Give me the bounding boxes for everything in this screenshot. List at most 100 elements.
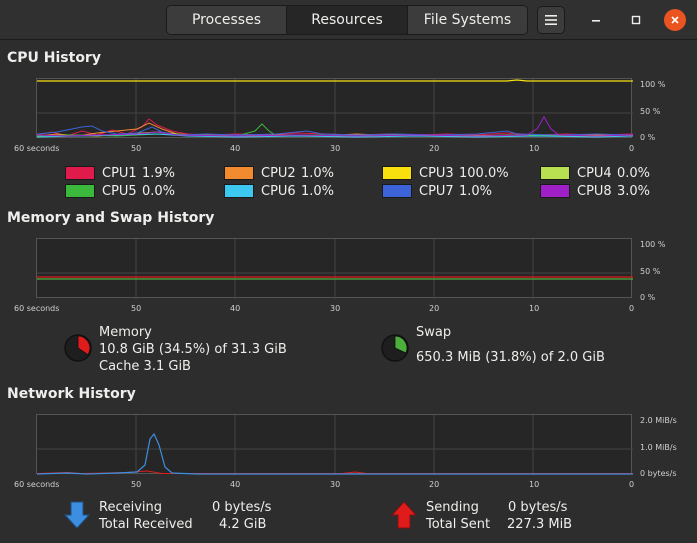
network-y-tick-1mib: 1.0 MiB/s [640,443,677,452]
cpu2-color-button[interactable] [224,166,254,180]
cpu8-label: CPU8 [577,183,612,199]
memory-x-tick-10: 10 [529,304,540,313]
memory-x-tick-50: 50 [131,304,142,313]
cpu8-color-button[interactable] [540,184,570,198]
cpu8-legend: CPU8 3.0% [540,183,650,199]
swap-usage: 650.3 MiB (31.8%) of 2.0 GiB [416,350,605,365]
cpu7-color-button[interactable] [382,184,412,198]
memory-history-title: Memory and Swap History [7,210,215,226]
tab-processes[interactable]: Processes [167,6,287,34]
cpu4-label: CPU4 [577,165,612,181]
cpu5-color-button[interactable] [65,184,95,198]
minimize-icon [592,20,600,22]
cpu1-line [37,118,633,137]
memory-x-tick-40: 40 [230,304,241,313]
total-sent-label: Total Sent [426,517,491,532]
hamburger-icon [545,15,557,25]
cpu5-label: CPU5 [102,183,137,199]
memory-y-tick-50: 50 % [640,267,661,276]
cpu4-color-button[interactable] [540,166,570,180]
network-y-tick-2mib: 2.0 MiB/s [640,416,677,425]
sending-label: Sending [426,500,479,515]
cpu7-legend: CPU7 1.0% [382,183,493,199]
receiving-value: 0 bytes/s [212,500,272,515]
cpu6-color-button[interactable] [224,184,254,198]
network-history-plot [37,415,633,475]
cpu7-value: 1.0% [459,183,493,199]
swap-pie-chart[interactable] [380,333,410,363]
sending-value: 0 bytes/s [508,500,568,515]
memory-y-tick-0: 0 % [640,293,656,302]
cpu-x-tick-50: 50 [131,144,142,153]
cpu-history-plot [37,79,633,139]
cpu6-legend: CPU6 1.0% [224,183,335,199]
memory-y-tick-100: 100 % [640,240,666,249]
cpu1-value: 1.9% [142,165,176,181]
tab-resources[interactable]: Resources [287,6,408,34]
network-history-title: Network History [7,386,136,402]
network-y-tick-0: 0 bytes/s [640,469,677,478]
network-x-tick-30: 30 [330,480,341,489]
receiving-line [37,432,633,475]
cpu2-value: 1.0% [301,165,335,181]
sending-arrow-icon[interactable] [391,501,417,529]
cpu1-label: CPU1 [102,165,137,181]
cpu6-label: CPU6 [261,183,296,199]
cpu-x-tick-60: 60 seconds [14,144,60,153]
memory-pie-chart[interactable] [63,333,93,363]
cpu3-value: 100.0% [459,165,509,181]
memory-history-graph [36,238,633,299]
cpu2-label: CPU2 [261,165,296,181]
cpu-y-tick-100: 100 % [640,80,666,89]
memory-cache: Cache 3.1 GiB [99,359,191,374]
cpu2-legend: CPU2 1.0% [224,165,335,181]
cpu-y-tick-50: 50 % [640,107,661,116]
cpu8-line [37,116,633,137]
tab-file-systems[interactable]: File Systems [408,6,527,34]
memory-label: Memory [99,325,152,340]
header-bar: Processes Resources File Systems [0,0,697,40]
network-x-tick-10: 10 [529,480,540,489]
cpu-x-tick-0: 0 [629,144,635,153]
network-x-tick-0: 0 [629,480,635,489]
network-x-tick-40: 40 [230,480,241,489]
cpu4-legend: CPU4 0.0% [540,165,651,181]
cpu-y-tick-0: 0 % [640,133,656,142]
memory-x-tick-0: 0 [629,304,635,313]
memory-usage: 10.8 GiB (34.5%) of 31.3 GiB [99,342,287,357]
network-x-tick-60: 60 seconds [14,480,60,489]
network-history-graph [36,414,633,475]
cpu7-line [37,125,633,136]
memory-history-plot [37,239,633,299]
cpu4-value: 0.0% [617,165,651,181]
cpu-x-tick-10: 10 [529,144,540,153]
total-sent-value: 227.3 MiB [507,517,573,532]
network-x-tick-50: 50 [131,480,142,489]
cpu3-legend: CPU3 100.0% [382,165,509,181]
cpu7-label: CPU7 [419,183,454,199]
swap-label: Swap [416,325,452,340]
menu-button[interactable] [537,6,565,34]
total-received-label: Total Received [99,517,193,532]
close-button[interactable] [664,9,686,31]
cpu1-color-button[interactable] [65,166,95,180]
memory-x-tick-30: 30 [330,304,341,313]
cpu1-legend: CPU1 1.9% [65,165,176,181]
cpu5-value: 0.0% [142,183,176,199]
network-x-tick-20: 20 [429,480,440,489]
cpu-history-title: CPU History [7,50,101,66]
minimize-button[interactable] [584,8,608,32]
cpu3-line [37,79,633,82]
receiving-arrow-icon[interactable] [64,501,90,529]
cpu3-label: CPU3 [419,165,454,181]
cpu6-value: 1.0% [301,183,335,199]
cpu-x-tick-20: 20 [429,144,440,153]
memory-x-tick-20: 20 [429,304,440,313]
memory-x-tick-60: 60 seconds [14,304,60,313]
cpu3-color-button[interactable] [382,166,412,180]
cpu-history-graph [36,78,633,139]
receiving-label: Receiving [99,500,163,515]
cpu-x-tick-40: 40 [230,144,241,153]
cpu5-legend: CPU5 0.0% [65,183,176,199]
maximize-button[interactable] [624,8,648,32]
